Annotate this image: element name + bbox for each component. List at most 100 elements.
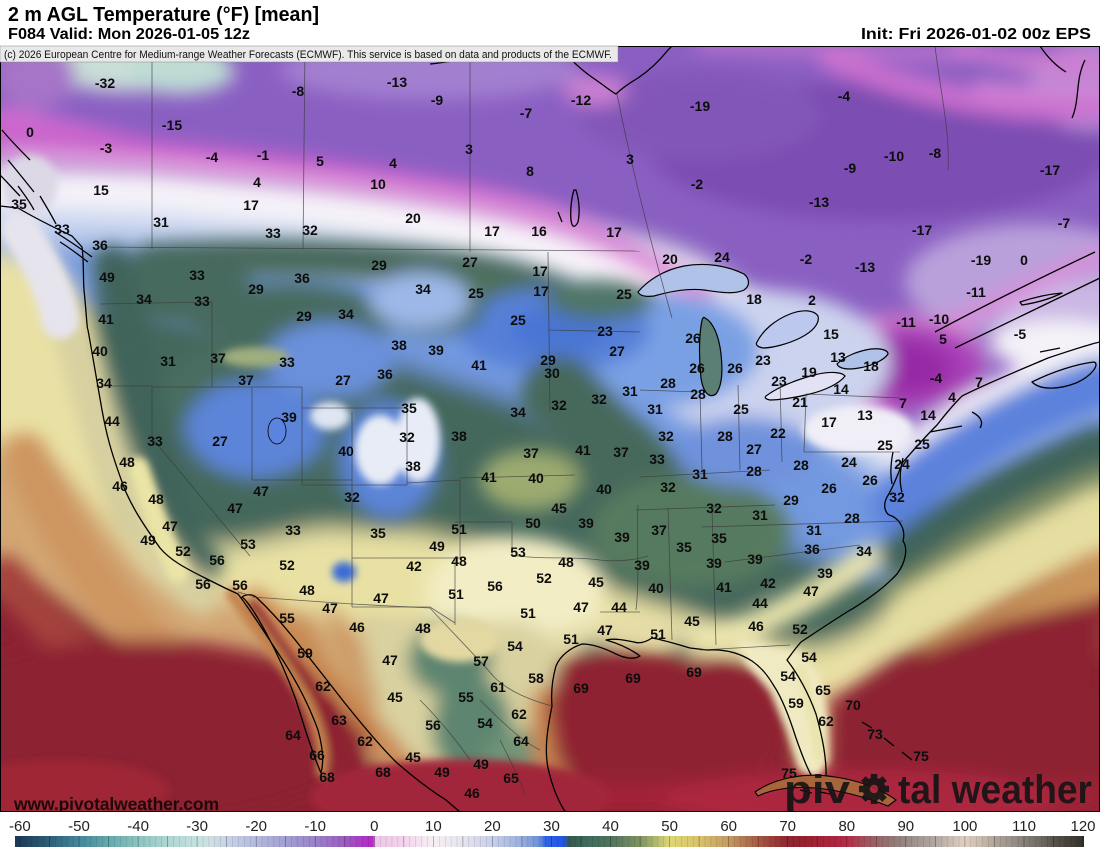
- svg-text:45: 45: [405, 749, 421, 765]
- svg-text:29: 29: [371, 257, 387, 273]
- svg-text:25: 25: [510, 312, 526, 328]
- svg-text:75: 75: [781, 765, 797, 781]
- svg-text:41: 41: [481, 469, 497, 485]
- svg-text:58: 58: [528, 670, 544, 686]
- svg-text:47: 47: [597, 622, 613, 638]
- svg-text:-17: -17: [1040, 162, 1060, 178]
- svg-text:44: 44: [104, 413, 120, 429]
- svg-text:47: 47: [373, 590, 389, 606]
- svg-text:17: 17: [532, 263, 548, 279]
- svg-text:34: 34: [96, 375, 112, 391]
- svg-text:33: 33: [279, 354, 295, 370]
- svg-text:-1: -1: [257, 147, 270, 163]
- svg-text:110: 110: [1012, 818, 1036, 835]
- svg-text:4: 4: [948, 389, 956, 405]
- svg-text:37: 37: [238, 372, 254, 388]
- svg-text:F084 Valid: Mon 2026-01-05 12z: F084 Valid: Mon 2026-01-05 12z: [8, 26, 250, 43]
- svg-text:36: 36: [92, 237, 108, 253]
- svg-text:25: 25: [468, 285, 484, 301]
- svg-text:59: 59: [297, 645, 313, 661]
- svg-text:22: 22: [770, 425, 786, 441]
- svg-text:40: 40: [92, 343, 108, 359]
- svg-text:18: 18: [863, 358, 879, 374]
- svg-text:36: 36: [377, 366, 393, 382]
- svg-text:5: 5: [316, 153, 324, 169]
- svg-text:45: 45: [588, 574, 604, 590]
- svg-text:31: 31: [647, 401, 663, 417]
- svg-text:17: 17: [606, 224, 622, 240]
- svg-text:51: 51: [520, 605, 536, 621]
- svg-text:46: 46: [748, 618, 764, 634]
- svg-text:40: 40: [596, 481, 612, 497]
- svg-text:0: 0: [370, 818, 378, 835]
- svg-text:-12: -12: [571, 92, 591, 108]
- svg-text:31: 31: [752, 507, 768, 523]
- svg-text:52: 52: [792, 621, 808, 637]
- svg-text:35: 35: [676, 539, 692, 555]
- svg-text:51: 51: [451, 521, 467, 537]
- svg-text:56: 56: [232, 577, 248, 593]
- svg-text:35: 35: [370, 525, 386, 541]
- svg-text:32: 32: [551, 397, 567, 413]
- svg-text:33: 33: [265, 225, 281, 241]
- svg-text:27: 27: [746, 441, 762, 457]
- svg-text:7: 7: [975, 374, 983, 390]
- svg-text:52: 52: [279, 557, 295, 573]
- svg-text:32: 32: [344, 489, 360, 505]
- svg-text:20: 20: [662, 251, 678, 267]
- svg-text:-8: -8: [292, 83, 305, 99]
- svg-text:29: 29: [783, 492, 799, 508]
- svg-text:41: 41: [716, 579, 732, 595]
- svg-text:49: 49: [140, 532, 156, 548]
- svg-text:35: 35: [11, 196, 27, 212]
- svg-text:4: 4: [253, 174, 261, 190]
- svg-text:29: 29: [248, 281, 264, 297]
- svg-text:5: 5: [939, 331, 947, 347]
- svg-text:49: 49: [99, 269, 115, 285]
- svg-text:-4: -4: [930, 370, 943, 386]
- svg-text:38: 38: [391, 337, 407, 353]
- svg-text:48: 48: [119, 454, 135, 470]
- svg-text:23: 23: [771, 373, 787, 389]
- svg-text:39: 39: [614, 529, 630, 545]
- svg-text:56: 56: [425, 717, 441, 733]
- svg-text:-8: -8: [929, 145, 942, 161]
- svg-text:33: 33: [285, 522, 301, 538]
- svg-text:-50: -50: [68, 818, 90, 835]
- svg-text:45: 45: [387, 689, 403, 705]
- svg-text:32: 32: [302, 222, 318, 238]
- svg-text:25: 25: [733, 401, 749, 417]
- svg-text:17: 17: [533, 283, 549, 299]
- svg-text:54: 54: [780, 668, 796, 684]
- svg-text:2 m AGL Temperature (°F) [mean: 2 m AGL Temperature (°F) [mean]: [8, 4, 319, 26]
- svg-text:piv: piv: [784, 768, 851, 812]
- svg-text:39: 39: [747, 551, 763, 567]
- svg-text:33: 33: [649, 451, 665, 467]
- svg-text:31: 31: [806, 522, 822, 538]
- svg-text:45: 45: [551, 500, 567, 516]
- svg-text:15: 15: [93, 182, 109, 198]
- svg-text:68: 68: [319, 769, 335, 785]
- svg-text:Init: Fri 2026-01-02 00z EPS: Init: Fri 2026-01-02 00z EPS: [861, 26, 1091, 43]
- svg-text:55: 55: [279, 610, 295, 626]
- svg-text:3: 3: [465, 141, 473, 157]
- svg-text:59: 59: [788, 695, 804, 711]
- svg-text:48: 48: [148, 491, 164, 507]
- svg-text:69: 69: [686, 664, 702, 680]
- svg-text:47: 47: [253, 483, 269, 499]
- svg-text:-17: -17: [912, 222, 932, 238]
- svg-text:40: 40: [338, 443, 354, 459]
- svg-text:46: 46: [112, 478, 128, 494]
- svg-text:42: 42: [406, 558, 422, 574]
- svg-text:10: 10: [425, 818, 442, 835]
- svg-text:39: 39: [706, 555, 722, 571]
- svg-text:3: 3: [626, 151, 634, 167]
- svg-text:-15: -15: [162, 117, 182, 133]
- svg-text:68: 68: [375, 764, 391, 780]
- svg-text:37: 37: [651, 522, 667, 538]
- svg-text:2: 2: [808, 292, 816, 308]
- svg-text:25: 25: [877, 437, 893, 453]
- svg-text:tal weather: tal weather: [898, 768, 1092, 812]
- svg-text:13: 13: [830, 349, 846, 365]
- svg-text:24: 24: [841, 454, 857, 470]
